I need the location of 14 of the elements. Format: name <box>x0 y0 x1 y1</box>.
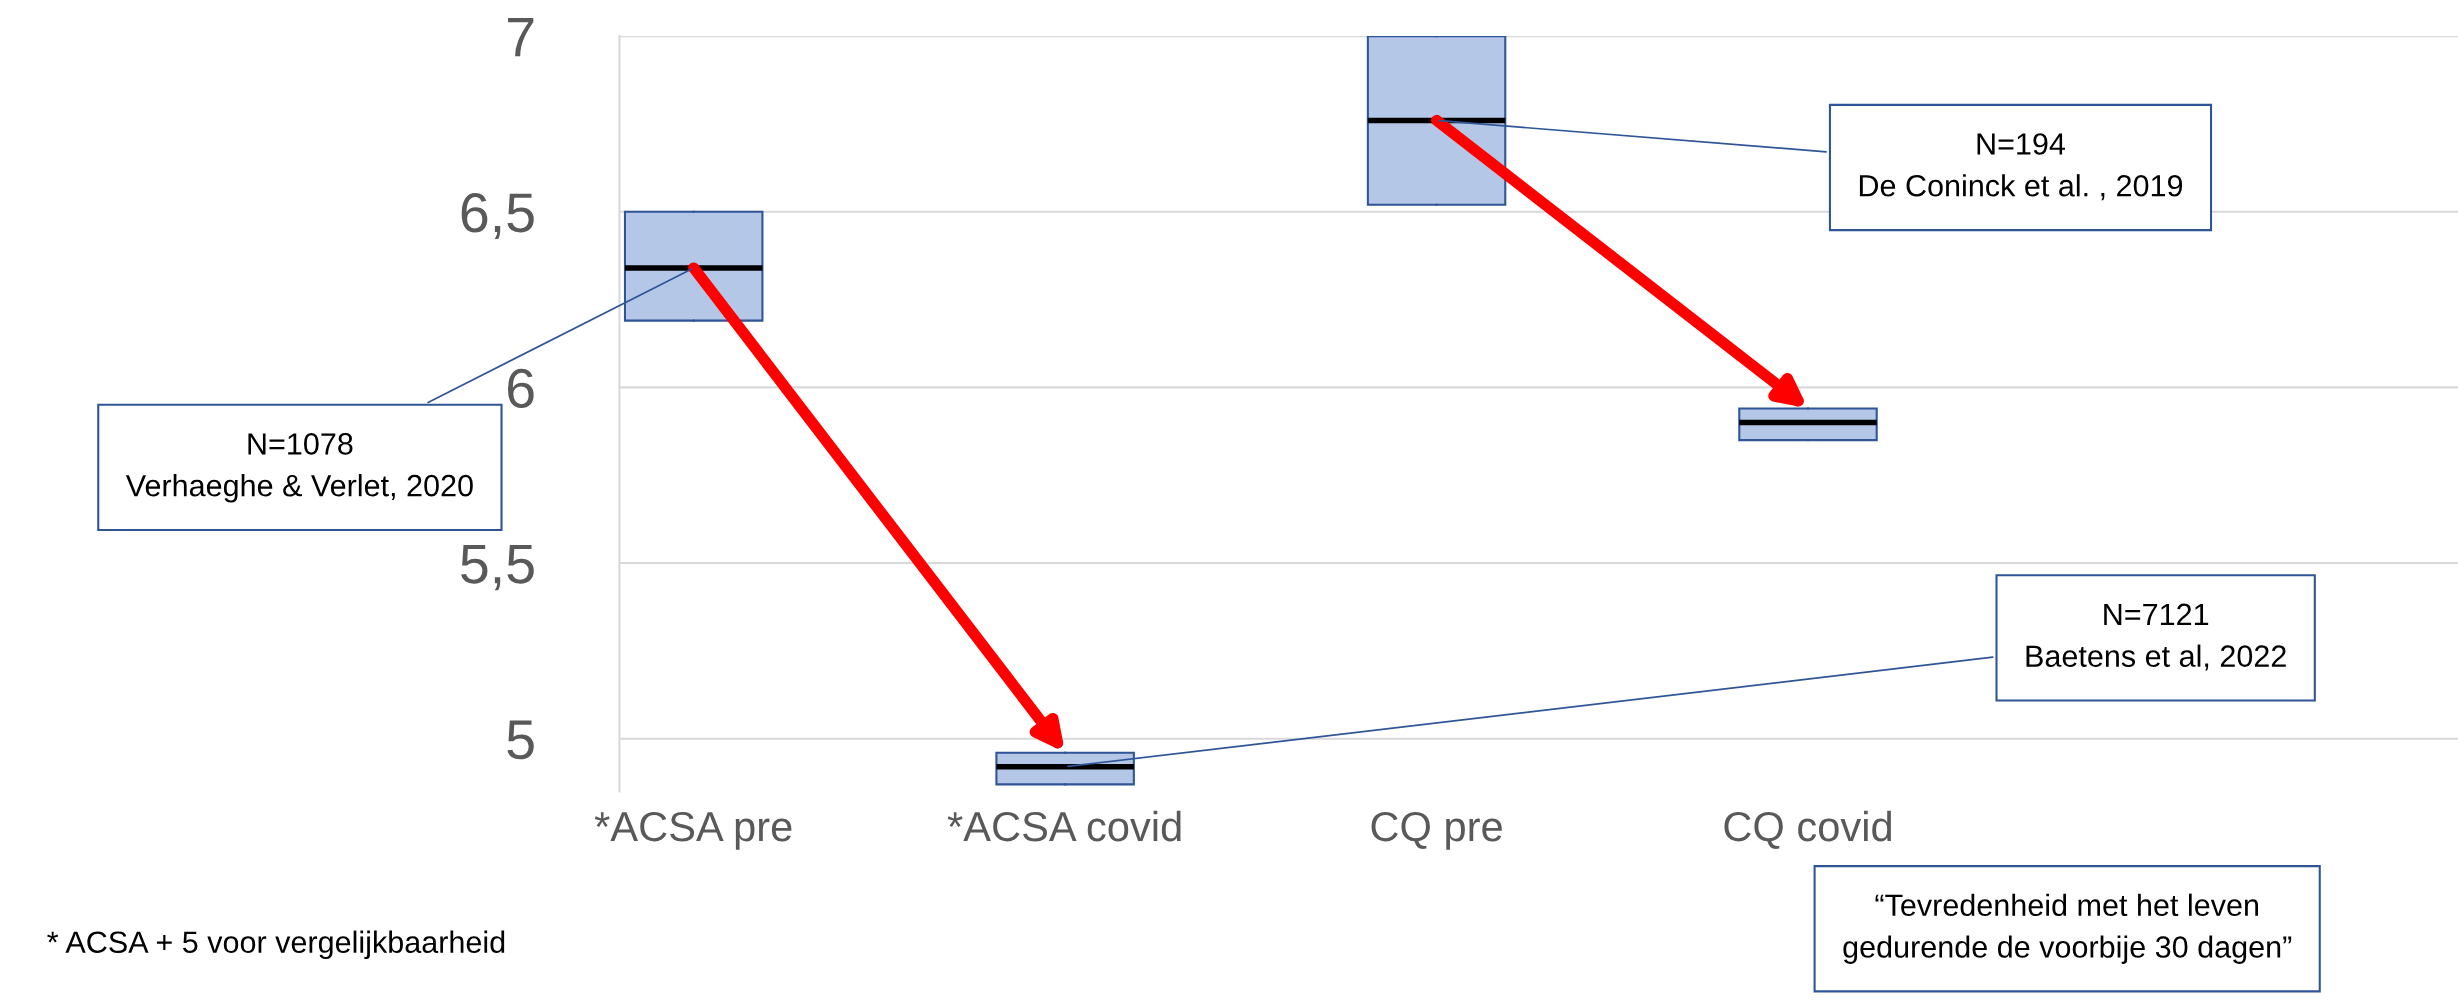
annotation: N=7121 Baetens et al, 2022 <box>2026 603 2286 671</box>
x-tick-label: CQ covid <box>1724 810 1891 849</box>
x-tick-label: CQ pre <box>1371 811 1502 850</box>
text: * ACSA + 5 voor vergelijkbaarheid <box>47 930 505 960</box>
annotation: N=194 De Coninck et al. , 2019 <box>1859 133 2183 201</box>
x-tick-label: *ACSA pre <box>594 811 792 850</box>
annotation: N=1078 Verhaeghe & Verlet, 2020 <box>125 433 473 503</box>
text: “Tevredenheid met het leven gedurende de voorbije 30 dagen” <box>1843 893 2292 964</box>
y-tick-label: 5 <box>507 720 534 760</box>
y-tick-label: 6,5 <box>461 193 534 239</box>
y-tick-label: 7 <box>508 18 534 57</box>
y-tick-label: 5,5 <box>461 544 534 591</box>
y-tick-label: 6 <box>508 368 534 409</box>
x-tick-label: *ACSA covid <box>947 810 1181 842</box>
